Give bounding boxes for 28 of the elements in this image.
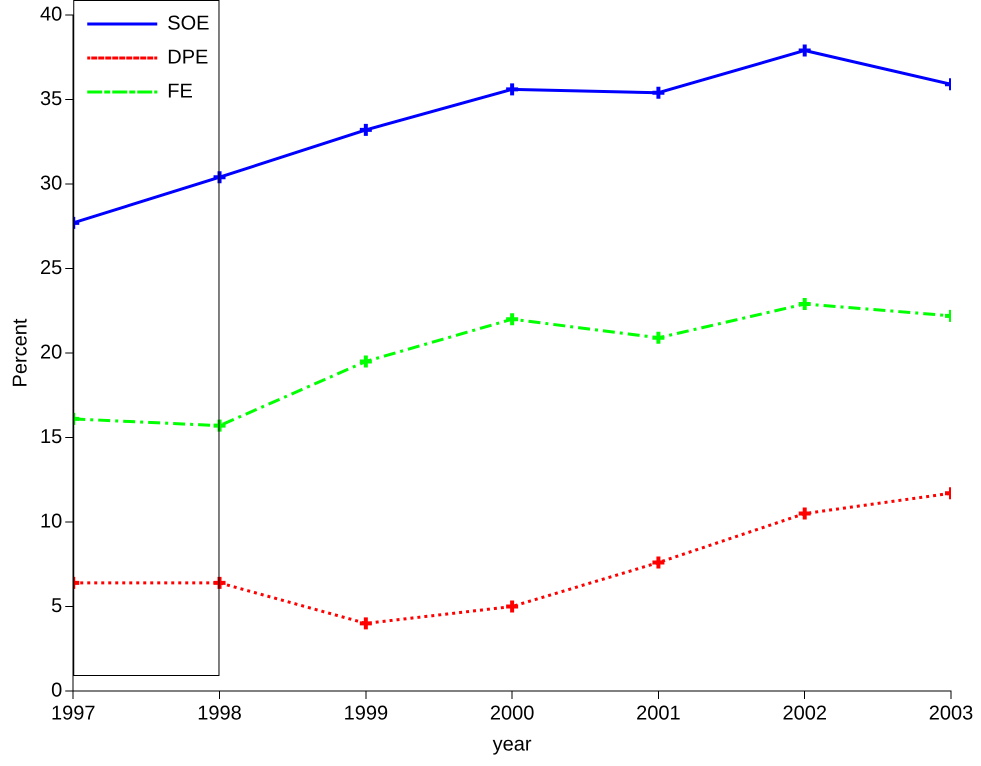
x-tick-label: 1998 bbox=[197, 702, 242, 725]
y-tick-label: 15 bbox=[40, 426, 62, 448]
x-axis-title: year bbox=[492, 734, 532, 756]
point bbox=[504, 311, 520, 328]
point bbox=[650, 330, 666, 346]
x-tick-label: 2002 bbox=[782, 702, 827, 725]
y-tick-label: 20 bbox=[40, 342, 62, 364]
y-axis-title: Percent bbox=[10, 318, 32, 388]
y-tick-label: 10 bbox=[40, 510, 62, 533]
y-tick-label: 0 bbox=[51, 680, 62, 702]
legend-label: FE bbox=[167, 80, 193, 103]
point bbox=[650, 84, 666, 101]
x-tick-label: 2003 bbox=[928, 702, 974, 725]
legend-label: SOE bbox=[167, 12, 210, 35]
y-tick-label: 30 bbox=[40, 172, 62, 195]
legend-label: DPE bbox=[167, 46, 208, 69]
x-tick-label: 1997 bbox=[50, 702, 96, 725]
y-tick-label: 25 bbox=[40, 257, 62, 280]
y-tick-label: 5 bbox=[51, 595, 62, 618]
x-tick-label: 2000 bbox=[490, 702, 534, 725]
point bbox=[504, 598, 520, 614]
x-tick-label: 1999 bbox=[344, 702, 388, 725]
point bbox=[358, 122, 374, 138]
y-tick-label: 40 bbox=[40, 4, 62, 26]
point bbox=[504, 81, 520, 98]
point bbox=[358, 615, 374, 632]
y-tick-label: 35 bbox=[40, 88, 62, 110]
x-tick-label: 2001 bbox=[636, 702, 681, 725]
